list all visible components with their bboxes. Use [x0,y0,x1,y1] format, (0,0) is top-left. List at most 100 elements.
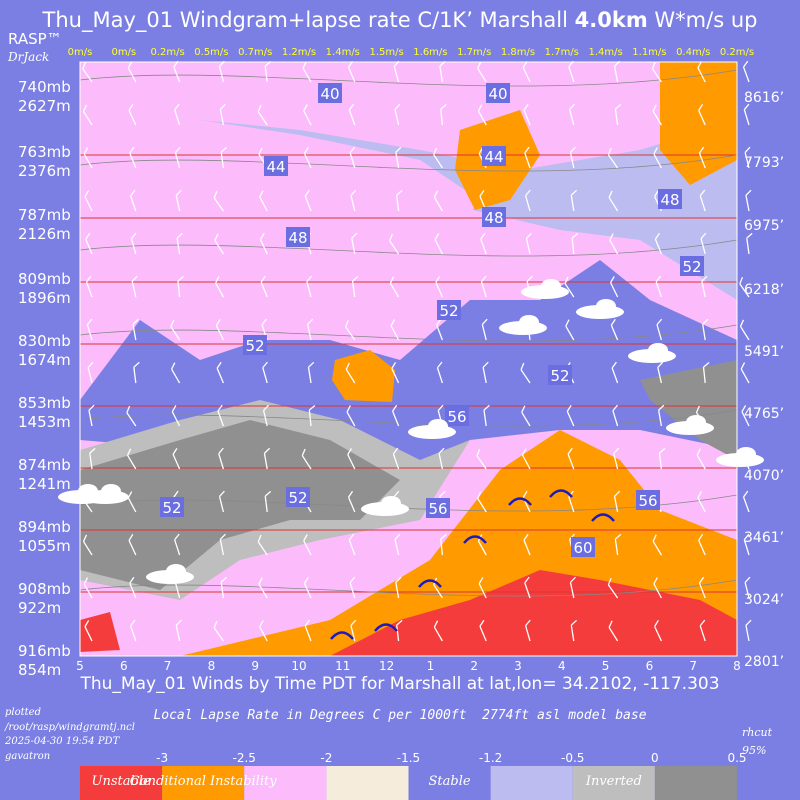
wind-barb-shaft [258,583,268,599]
wind-barb-shaft [696,454,706,470]
wind-barb-feather [697,491,703,499]
wind-barb-shaft [697,67,706,83]
wind-barb [126,405,137,427]
wind-barb-shaft [87,367,93,384]
wind-barb-shaft [740,368,750,384]
conditional-top-right-region [660,62,737,185]
wind-barb [477,491,487,513]
wind-barb [658,447,666,470]
wind-barb-feather [172,447,178,455]
wind-barb [746,232,753,255]
wind-barb-shaft [611,367,619,384]
wind-barb-feather [396,619,403,626]
wind-barb-shaft [745,195,750,212]
wind-speed-label-box [486,83,510,103]
wind-barb-shaft [483,410,487,427]
conditional-mid-region [332,350,395,402]
wind-speed-label-box [264,156,288,176]
wind-barb-feather [743,490,749,498]
wind-barb-feather [607,147,612,156]
left-axis-pressure: 740mb [18,78,71,96]
wind-barb-feather [614,103,622,110]
cloud-icon [716,447,764,467]
cloud-part [428,419,448,433]
wind-barb [304,619,312,642]
wind-barb [306,275,313,298]
wind-barb [303,104,312,126]
plot-info-line: 2025-04-30 19:54 PDT [5,736,120,747]
wind-barb [308,404,316,427]
wind-barb-shaft [263,453,268,470]
wstar-label: 1.6m/s [413,47,447,58]
wind-barb [346,405,356,427]
wind-barb [610,276,619,298]
wind-barb-shaft [480,281,487,298]
thermal-arc-icon [330,631,354,640]
wind-barb [520,362,531,384]
wind-barb [699,189,706,212]
x-tick-label: 11 [335,659,350,673]
wind-barb [741,405,750,427]
wind-barb-shaft [348,539,356,556]
wind-speed-label-box [286,487,310,507]
cloud-icon [81,484,129,504]
wind-barb-shaft [345,369,356,384]
wind-barb [128,534,137,556]
wind-barb-feather [653,147,658,155]
wind-barb-shaft [304,625,312,642]
wind-barb [564,276,575,298]
wind-barb-feather [699,189,706,197]
wind-barb [174,103,181,126]
wind-barb [521,405,531,427]
wind-barb-feather [261,318,267,326]
left-axis-height: 1453m [18,413,71,431]
cloud-icon [499,315,547,335]
wind-barb-shaft [129,152,137,169]
wind-barb-shaft [133,367,137,384]
right-axis-label: 7793’ [744,155,784,171]
legend-tick-label: -1.5 [397,751,420,765]
wind-barb-feather [389,276,395,284]
wind-speed-label: 52 [288,489,307,507]
wind-barb-shaft [433,154,443,169]
wind-barb-shaft [396,625,400,642]
wind-barb [523,103,531,126]
wind-barb-shaft [654,626,662,642]
wind-barb-feather [129,576,135,584]
wind-barb-shaft [89,453,93,470]
wind-barb-feather [480,232,486,240]
wind-barb-shaft [608,197,619,212]
wind-barb-feather [479,619,485,627]
wind-barb-shaft [218,496,225,513]
wind-barb-shaft [436,324,444,341]
wind-barb [175,619,182,642]
wind-barb [82,534,93,556]
legend-swatch [654,766,737,800]
wind-barb-shaft [213,197,224,212]
wind-barb-shaft [351,238,356,255]
cloud-icon [628,343,676,363]
wind-barb-shaft [262,367,268,384]
wind-barb-shaft [480,238,487,255]
wind-barb-shaft [303,583,312,599]
wind-barb [654,620,662,642]
wind-barb-shaft [346,411,356,427]
wind-barb [88,404,95,427]
wind-barb-shaft [132,324,137,341]
wind-barb [698,103,706,126]
wind-barb-feather [654,620,659,627]
wind-barb-feather [262,361,268,369]
wind-barb-feather [304,189,310,197]
x-tick-label: 9 [251,659,259,673]
wind-barb-shaft [523,539,531,556]
wind-barb [218,447,225,470]
wind-barb-shaft [482,367,487,384]
wind-barb [655,275,663,298]
wind-barb-feather [350,619,357,626]
wind-barb-shaft [479,626,487,642]
wind-barb-feather [350,189,357,196]
wind-barb [524,189,531,212]
wstar-label: 0m/s [68,47,93,58]
wind-barb-feather [303,576,309,584]
wind-barb-shaft [739,283,750,298]
